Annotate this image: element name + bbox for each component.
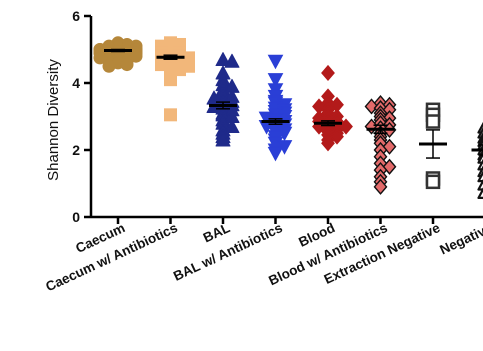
data-point bbox=[364, 98, 379, 115]
data-point bbox=[477, 187, 483, 199]
data-point bbox=[164, 73, 177, 87]
data-point bbox=[321, 135, 335, 152]
series-group bbox=[312, 64, 353, 152]
data-point bbox=[224, 53, 240, 68]
y-axis: 0 2 4 6 bbox=[72, 8, 93, 225]
y-tick-label: 2 bbox=[72, 142, 80, 158]
data-point bbox=[267, 146, 284, 162]
series-group bbox=[93, 36, 143, 73]
x-category-label: Negative bbox=[437, 220, 483, 258]
data-point bbox=[321, 64, 335, 82]
series-group bbox=[471, 121, 483, 199]
series-group bbox=[364, 95, 397, 195]
y-tick-label: 0 bbox=[72, 209, 80, 225]
data-point bbox=[120, 58, 134, 72]
x-category-label: BAL bbox=[201, 220, 232, 245]
data-point bbox=[267, 54, 284, 70]
data-point bbox=[477, 170, 483, 183]
series-group bbox=[258, 54, 293, 162]
data-point bbox=[164, 108, 177, 122]
data-point bbox=[373, 178, 388, 195]
plot-area bbox=[93, 36, 483, 199]
data-point bbox=[102, 59, 116, 73]
data-point bbox=[224, 119, 240, 134]
series-group bbox=[155, 36, 195, 122]
y-tick-label: 4 bbox=[72, 75, 80, 91]
data-point bbox=[477, 178, 483, 191]
data-point bbox=[477, 152, 483, 164]
data-point bbox=[215, 132, 231, 147]
x-axis bbox=[91, 215, 483, 224]
data-point bbox=[425, 174, 441, 190]
series-group bbox=[419, 102, 447, 190]
y-tick-label: 6 bbox=[72, 8, 80, 24]
data-point bbox=[477, 158, 483, 171]
series-group bbox=[206, 52, 240, 147]
data-point bbox=[267, 73, 284, 88]
data-point bbox=[425, 114, 441, 129]
data-point bbox=[93, 51, 107, 65]
y-axis-title: Shannon Diversity bbox=[45, 59, 62, 181]
